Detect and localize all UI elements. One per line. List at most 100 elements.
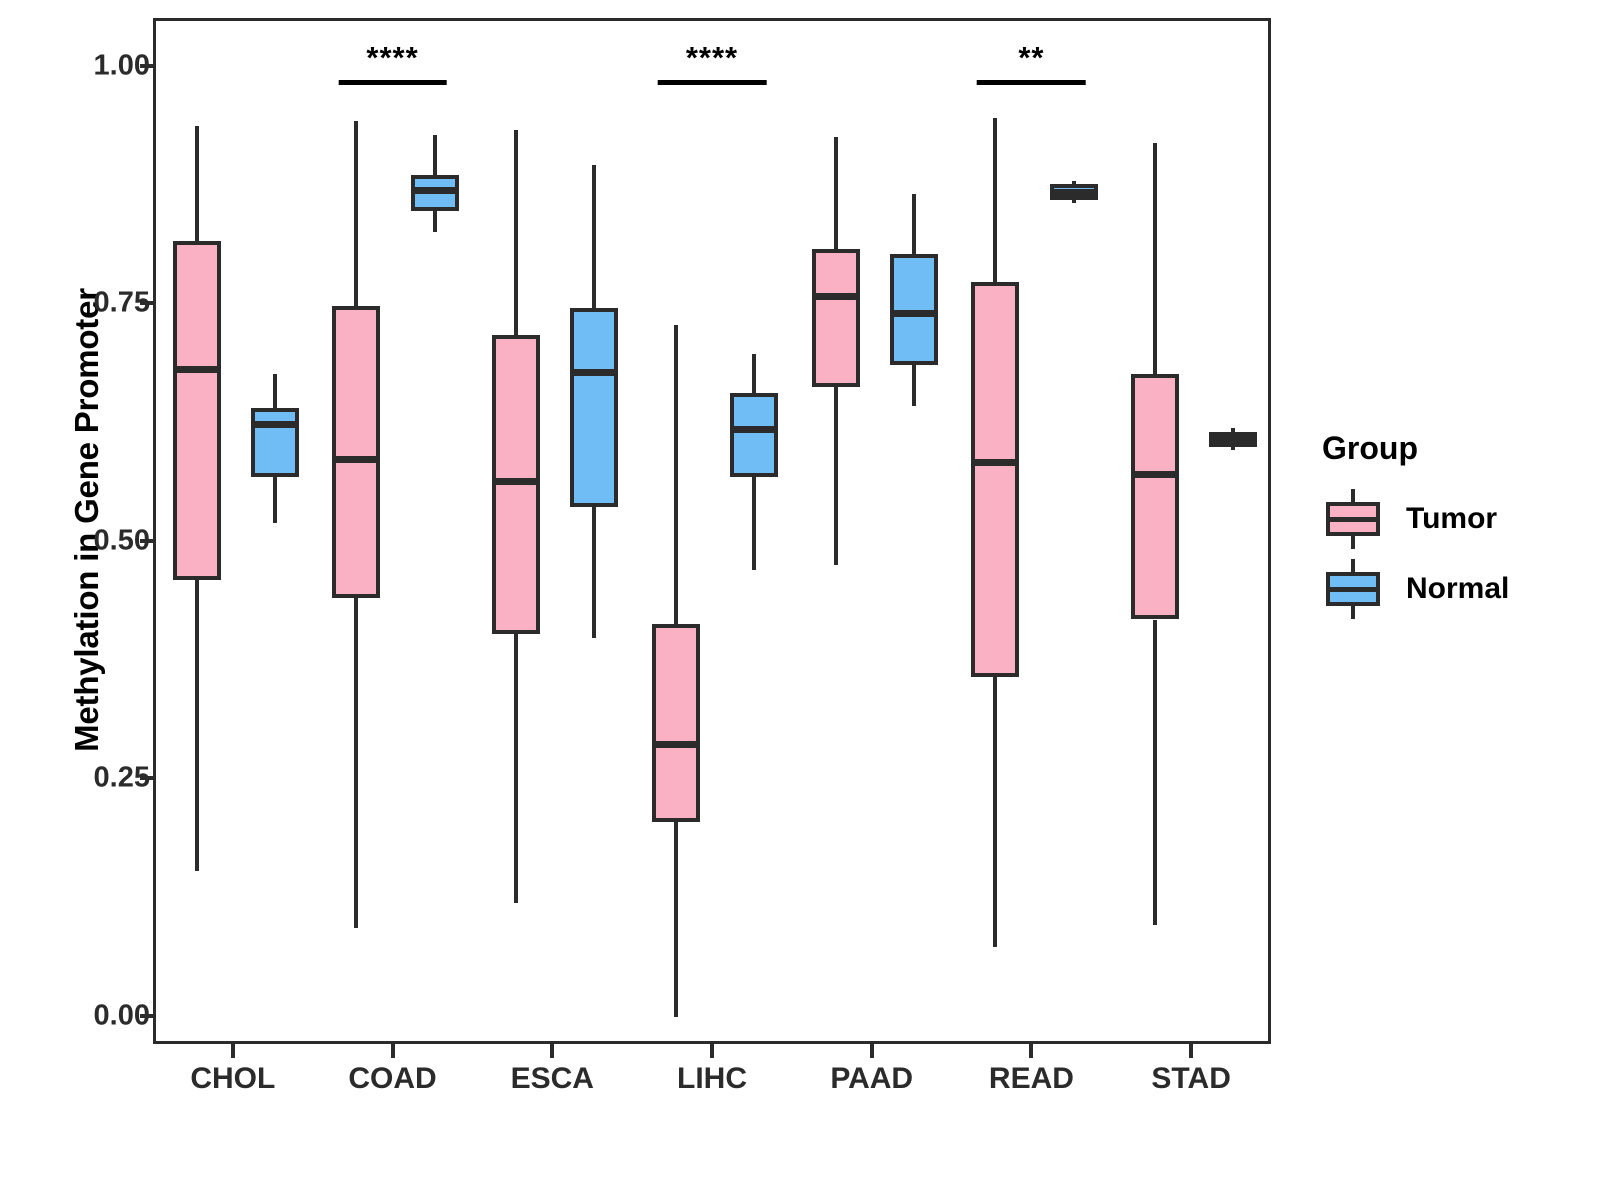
y-tick-mark: [140, 538, 153, 543]
boxplot-read-tumor[interactable]: [156, 21, 1268, 1041]
box-iqr: [971, 282, 1020, 677]
y-tick-mark: [140, 1013, 153, 1018]
x-tick-mark: [869, 1044, 874, 1058]
x-tick-label-coad: COAD: [348, 1062, 437, 1095]
median-line: [730, 426, 779, 433]
x-tick-mark: [550, 1044, 555, 1058]
whisker-lower: [1071, 199, 1076, 204]
y-tick-label: 0.25: [93, 761, 150, 794]
legend: Group Tumor Normal: [1322, 430, 1582, 627]
x-tick-mark: [1029, 1044, 1034, 1058]
whisker-upper: [833, 136, 838, 249]
boxplot-paad-normal[interactable]: [156, 21, 1268, 1041]
whisker-upper: [354, 120, 359, 306]
legend-label: Normal: [1406, 572, 1510, 605]
whisker-upper: [1153, 142, 1157, 375]
significance-bracket-read: [977, 79, 1086, 85]
median-line: [651, 741, 700, 749]
x-tick-mark: [1189, 1044, 1194, 1058]
whisker-lower: [354, 597, 359, 929]
x-tick-mark: [710, 1044, 714, 1058]
box-iqr: [570, 307, 619, 508]
median-line: [172, 366, 221, 374]
y-axis-tick-labels: 0.00 0.25 0.50 0.75 1.00: [60, 0, 150, 1200]
box-iqr: [172, 241, 221, 580]
x-tick-label-chol: CHOL: [190, 1062, 276, 1095]
boxplot-coad-tumor[interactable]: [156, 21, 1268, 1041]
box-iqr: [651, 624, 700, 822]
box-iqr: [1131, 374, 1179, 620]
whisker-lower: [1153, 619, 1157, 926]
significance-label-read: **: [1018, 39, 1045, 75]
whisker-upper: [592, 165, 597, 308]
median-line: [570, 369, 619, 376]
legend-median-line: [1326, 517, 1380, 522]
x-tick-label-paad: PAAD: [830, 1062, 914, 1095]
legend-key-normal: [1322, 559, 1384, 619]
whisker-lower: [993, 676, 998, 948]
whisker-upper: [514, 130, 519, 335]
whisker-upper: [272, 374, 277, 408]
y-tick-mark: [140, 63, 153, 68]
legend-key-tumor: [1322, 489, 1384, 549]
median-line: [1049, 188, 1098, 196]
boxplot-stad-normal[interactable]: [156, 21, 1268, 1041]
legend-items: Tumor Normal: [1322, 487, 1582, 621]
whisker-lower: [514, 633, 519, 903]
boxplot-lihc-tumor[interactable]: [156, 21, 1268, 1041]
y-tick-label: 1.00: [93, 49, 150, 81]
boxplot-chol-tumor[interactable]: [156, 21, 1268, 1041]
box-iqr: [730, 393, 779, 477]
legend-whisker-lower: [1351, 533, 1355, 549]
box-iqr: [332, 306, 381, 598]
legend-item-tumor[interactable]: Tumor: [1322, 487, 1582, 551]
legend-whisker-upper: [1351, 559, 1355, 575]
whisker-lower: [432, 211, 437, 232]
median-line: [1131, 470, 1179, 478]
x-tick-mark: [230, 1044, 235, 1058]
significance-label-coad: ****: [366, 39, 419, 75]
box-iqr: [889, 253, 938, 365]
x-tick-label-read: READ: [988, 1062, 1074, 1095]
x-tick-label-stad: STAD: [1151, 1062, 1231, 1095]
boxplot-chol-normal[interactable]: [156, 21, 1268, 1041]
y-tick-label: 0.00: [93, 999, 150, 1031]
boxplot-stad-tumor[interactable]: [156, 21, 1268, 1041]
whisker-lower: [673, 821, 678, 1017]
whisker-upper: [752, 353, 757, 394]
whisker-lower: [911, 364, 916, 406]
legend-median-line: [1326, 587, 1380, 592]
boxplot-esca-tumor[interactable]: [156, 21, 1268, 1041]
boxplot-coad-normal[interactable]: [156, 21, 1268, 1041]
whisker-upper: [194, 125, 199, 242]
boxplot-esca-normal[interactable]: [156, 21, 1268, 1041]
plot-panel: [153, 18, 1271, 1044]
median-line: [492, 478, 541, 486]
median-line: [251, 421, 299, 429]
boxplot-paad-tumor[interactable]: [156, 21, 1268, 1041]
whisker-lower: [752, 477, 757, 571]
whisker-upper: [911, 193, 916, 254]
x-tick-label-esca: ESCA: [510, 1062, 594, 1095]
boxplot-read-normal[interactable]: [156, 21, 1268, 1041]
significance-bracket-coad: [338, 79, 447, 85]
median-line: [332, 456, 381, 464]
y-tick-label: 0.75: [93, 286, 150, 319]
y-tick-mark: [140, 301, 153, 305]
median-line: [1209, 435, 1258, 443]
whisker-upper: [993, 117, 998, 283]
legend-item-normal[interactable]: Normal: [1322, 557, 1582, 621]
whisker-lower: [833, 386, 838, 566]
median-line: [971, 459, 1020, 467]
x-tick-mark: [390, 1044, 395, 1058]
y-tick-mark: [140, 776, 153, 780]
boxplot-lihc-normal[interactable]: [156, 21, 1268, 1041]
whisker-lower: [1231, 446, 1236, 451]
median-line: [811, 293, 860, 300]
plot-area: [156, 21, 1268, 1041]
legend-label: Tumor: [1406, 502, 1498, 535]
significance-bracket-lihc: [657, 79, 767, 85]
legend-whisker-lower: [1351, 603, 1355, 619]
median-line: [410, 186, 459, 194]
